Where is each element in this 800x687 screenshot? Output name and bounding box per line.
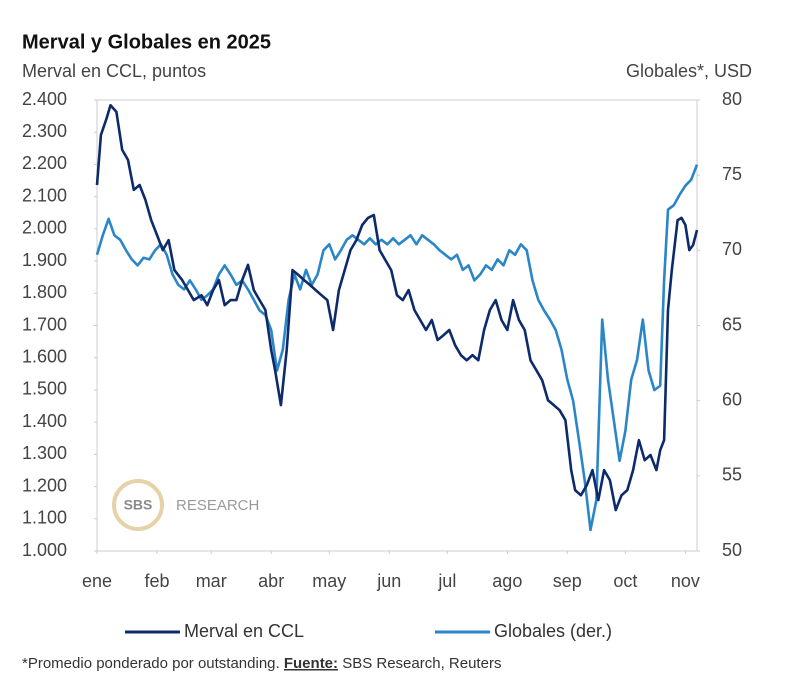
x-tick-label: ago	[492, 571, 522, 591]
y-tick-label: 1.700	[22, 314, 67, 334]
x-tick-label: jun	[376, 571, 401, 591]
x-tick-label: oct	[613, 571, 637, 591]
y-tick-label: 2.200	[22, 153, 67, 173]
watermark-logo	[112, 479, 164, 531]
watermark: SBS RESEARCH	[112, 479, 259, 531]
y-tick-label: 2.100	[22, 185, 67, 205]
y-tick-label: 1.800	[22, 282, 67, 302]
y-tick-label: 1.300	[22, 443, 67, 463]
x-tick-label: nov	[671, 571, 700, 591]
y-tick-label: 1.100	[22, 508, 67, 528]
y-tick-label: 2.000	[22, 218, 67, 238]
footnote-source-label: Fuente:	[284, 655, 338, 672]
x-tick-label: abr	[258, 571, 284, 591]
y-tick-label: 1.900	[22, 250, 67, 270]
y2-axis-label: Globales*, USD	[626, 61, 752, 81]
y2-tick-label: 55	[722, 465, 742, 485]
footnote-source: SBS Research, Reuters	[342, 655, 501, 672]
y2-tick-label: 50	[722, 540, 742, 560]
chart-title: Merval y Globales en 2025	[22, 31, 271, 53]
y-tick-label: 2.300	[22, 121, 67, 141]
y2-tick-label: 70	[722, 239, 742, 259]
y2-tick-label: 80	[722, 89, 742, 109]
watermark-logo-text: SBS	[124, 497, 153, 513]
y-tick-label: 1.200	[22, 475, 67, 495]
footnote-note: *Promedio ponderado por outstanding.	[22, 655, 280, 672]
y-tick-label: 1.400	[22, 411, 67, 431]
series-line	[95, 164, 699, 532]
series-line	[95, 103, 699, 512]
footnote: *Promedio ponderado por outstanding. Fue…	[22, 655, 501, 672]
y-axis-label: Merval en CCL, puntos	[22, 61, 206, 81]
y-tick-label: 1.500	[22, 379, 67, 399]
y-tick-label: 1.600	[22, 346, 67, 366]
x-tick-label: jul	[437, 571, 456, 591]
x-tick-label: sep	[553, 571, 582, 591]
y2-tick-label: 75	[722, 164, 742, 184]
x-tick-label: may	[312, 571, 346, 591]
y2-tick-label: 60	[722, 389, 742, 409]
watermark-text: RESEARCH	[176, 497, 259, 514]
y2-tick-label: 65	[722, 314, 742, 334]
legend-label: Globales (der.)	[494, 621, 612, 641]
legend-label: Merval en CCL	[184, 621, 304, 641]
x-tick-label: feb	[144, 571, 169, 591]
y-tick-label: 2.400	[22, 89, 67, 109]
x-tick-label: mar	[196, 571, 227, 591]
x-tick-label: ene	[82, 571, 112, 591]
y-tick-label: 1.000	[22, 540, 67, 560]
